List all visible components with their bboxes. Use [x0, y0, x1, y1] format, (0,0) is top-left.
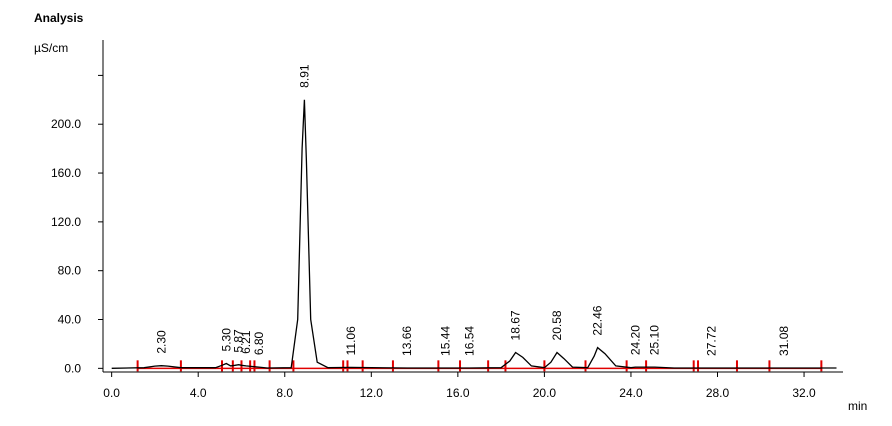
y-tick-label: 160.0: [51, 166, 81, 180]
x-tick-label: 32.0: [792, 386, 816, 400]
peak-label: 16.54: [463, 326, 477, 356]
peak-label: 22.46: [591, 305, 605, 335]
peak-label: 20.58: [550, 310, 564, 340]
x-tick-label: 20.0: [533, 386, 557, 400]
signal-line: [111, 99, 837, 369]
peak-label: 13.66: [400, 326, 414, 356]
y-tick-label: 120.0: [51, 215, 81, 229]
x-tick-label: 24.0: [619, 386, 643, 400]
peak-label: 11.06: [344, 326, 358, 355]
peak-label: 5.87: [232, 329, 246, 353]
x-tick-label: 16.0: [446, 386, 470, 400]
x-axis-label: min: [848, 399, 867, 413]
peak-label: 24.20: [628, 325, 642, 355]
chart-title: Analysis: [34, 11, 84, 25]
y-axis-label: µS/cm: [34, 41, 68, 55]
x-tick-label: 4.0: [190, 386, 207, 400]
x-tick-label: 0.0: [103, 386, 120, 400]
peak-label: 5.30: [219, 328, 233, 352]
x-tick-label: 28.0: [706, 386, 730, 400]
y-tick-label: 80.0: [58, 264, 82, 278]
y-tick-label: 200.0: [51, 117, 81, 131]
y-tick-label: 40.0: [58, 313, 82, 327]
peak-label: 15.44: [439, 326, 453, 356]
peak-label: 25.10: [648, 325, 662, 355]
peak-label: 6.80: [252, 331, 266, 355]
peak-label: 2.30: [154, 330, 168, 354]
peak-label: 8.91: [297, 64, 311, 88]
x-tick-label: 12.0: [360, 386, 384, 400]
x-tick-label: 8.0: [276, 386, 293, 400]
peak-label: 27.72: [704, 326, 718, 356]
peak-label: 31.08: [777, 326, 791, 356]
y-tick-label: 0.0: [64, 361, 81, 375]
peak-label: 6.21: [239, 330, 253, 354]
peak-label: 18.67: [509, 310, 523, 340]
